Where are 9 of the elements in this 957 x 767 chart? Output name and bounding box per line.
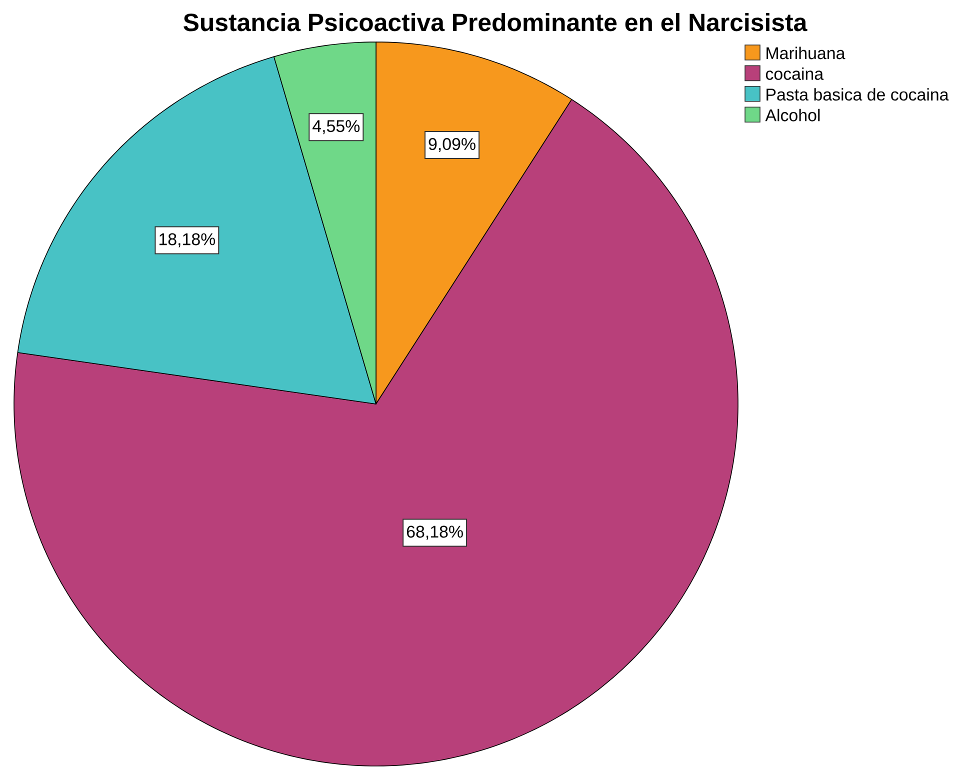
data-label: 9,09% (428, 138, 476, 152)
legend-label: Marihuana (766, 46, 846, 60)
data-label: 18,18% (160, 233, 216, 248)
chart-title: Sustancia Psicoactiva Predominante en el Narcisista (184, 12, 808, 32)
legend-label: Alcohol (765, 108, 820, 122)
data-label: 68,18% (406, 526, 463, 540)
legend-label: Pasta basica de cocaina (766, 88, 949, 101)
legend-label: cocaina (766, 67, 824, 80)
data-label: 4,55% (312, 120, 360, 134)
